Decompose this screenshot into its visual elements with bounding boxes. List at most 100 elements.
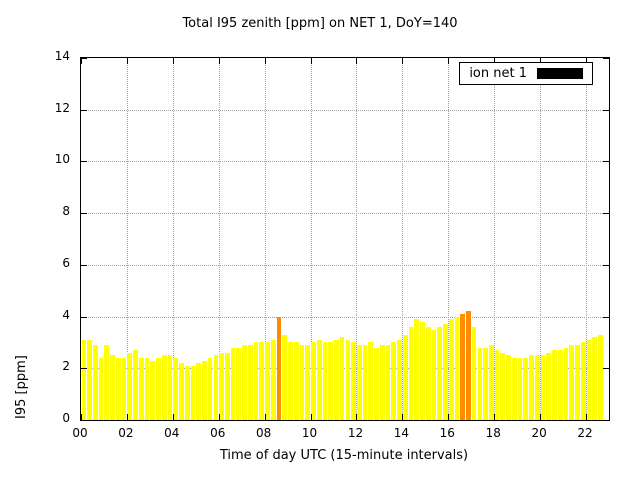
- y-tick-label: 14: [54, 49, 70, 63]
- bar: [598, 334, 603, 420]
- bar-highlight: [466, 311, 471, 420]
- x-tick-mark: [494, 58, 496, 64]
- x-tick-mark: [264, 58, 266, 64]
- x-axis-label: Time of day UTC (15-minute intervals): [219, 448, 469, 463]
- y-tick-mark: [603, 161, 609, 163]
- x-tick-mark: [448, 58, 450, 64]
- x-tick-label: 10: [301, 426, 318, 440]
- bar: [592, 337, 598, 420]
- bar: [443, 324, 448, 420]
- bar-highlight: [460, 314, 466, 420]
- bar: [127, 352, 133, 420]
- y-tick-mark: [603, 420, 609, 421]
- y-tick-mark: [81, 109, 87, 111]
- bar: [420, 321, 425, 420]
- bar: [437, 326, 443, 420]
- bar: [202, 360, 207, 420]
- bar: [580, 342, 586, 420]
- gridline-v: [448, 58, 450, 420]
- bar: [179, 363, 184, 420]
- legend: ion net 1: [459, 62, 593, 85]
- x-tick-mark: [540, 58, 542, 64]
- bar: [236, 347, 242, 420]
- bar: [305, 345, 311, 420]
- gridline-v: [540, 58, 542, 420]
- x-tick-mark: [356, 58, 358, 64]
- bar: [339, 337, 345, 420]
- x-tick-mark: [586, 58, 588, 64]
- bar: [362, 345, 368, 420]
- gridline-h: [81, 264, 609, 266]
- y-tick-label: 0: [62, 411, 70, 425]
- bar: [552, 350, 557, 420]
- x-tick-mark: [356, 414, 358, 420]
- x-tick-label: 16: [439, 426, 455, 440]
- bar: [351, 342, 356, 420]
- x-tick-label: 12: [347, 426, 364, 440]
- bar: [104, 345, 110, 420]
- bar: [247, 345, 253, 420]
- bar: [511, 357, 517, 420]
- bar: [161, 355, 167, 420]
- gridline-h: [81, 213, 609, 215]
- y-tick-label: 4: [62, 307, 70, 322]
- x-tick-mark: [172, 58, 174, 64]
- bar: [586, 339, 592, 420]
- bar: [98, 357, 104, 420]
- legend-label: ion net 1: [469, 66, 527, 81]
- x-tick-mark: [402, 58, 404, 64]
- bar: [259, 342, 265, 420]
- gridline-h: [81, 161, 609, 163]
- bar: [242, 345, 247, 420]
- bar: [345, 339, 351, 420]
- x-tick-mark: [494, 414, 496, 420]
- x-tick-mark: [81, 414, 82, 420]
- x-tick-label: 22: [577, 426, 593, 440]
- bar: [454, 316, 460, 420]
- bar: [500, 352, 506, 420]
- legend-swatch: [537, 68, 583, 79]
- y-tick-mark: [603, 58, 609, 59]
- x-tick-label: 00: [72, 426, 88, 440]
- bar: [265, 342, 270, 420]
- bar: [529, 355, 534, 420]
- y-tick-label: 2: [62, 359, 70, 374]
- bar: [110, 355, 115, 420]
- x-tick-mark: [218, 414, 220, 420]
- x-tick-label: 14: [393, 426, 410, 440]
- bar: [563, 347, 569, 420]
- x-tick-mark: [126, 414, 128, 420]
- bar: [483, 347, 488, 420]
- plot-area: ion net 1: [80, 57, 610, 421]
- gridline-h: [81, 368, 609, 370]
- y-tick-mark: [603, 264, 609, 266]
- y-tick-mark: [81, 316, 87, 318]
- bar: [299, 345, 305, 420]
- bar: [569, 345, 575, 420]
- gridline-v: [494, 58, 496, 420]
- bar: [322, 342, 328, 420]
- bar: [150, 360, 156, 420]
- x-tick-label: 08: [256, 426, 272, 440]
- bar: [379, 345, 385, 420]
- bar: [374, 347, 379, 420]
- x-tick-mark: [402, 414, 404, 420]
- y-tick-mark: [603, 109, 609, 111]
- x-tick-mark: [126, 58, 128, 64]
- bar: [488, 345, 494, 420]
- bar: [184, 365, 190, 420]
- bar: [156, 357, 161, 420]
- x-tick-label: 02: [118, 426, 134, 440]
- bar: [224, 352, 230, 420]
- bar: [402, 334, 408, 420]
- x-tick-mark: [172, 414, 174, 420]
- bar: [477, 347, 483, 420]
- chart-title: Total I95 zenith [ppm] on NET 1, DoY=140: [182, 16, 458, 31]
- bar: [414, 319, 420, 420]
- gridline-v: [310, 58, 312, 420]
- bar: [219, 352, 224, 420]
- bar: [213, 355, 219, 420]
- bar: [173, 357, 179, 420]
- bar: [230, 347, 236, 420]
- x-tick-mark: [264, 414, 266, 420]
